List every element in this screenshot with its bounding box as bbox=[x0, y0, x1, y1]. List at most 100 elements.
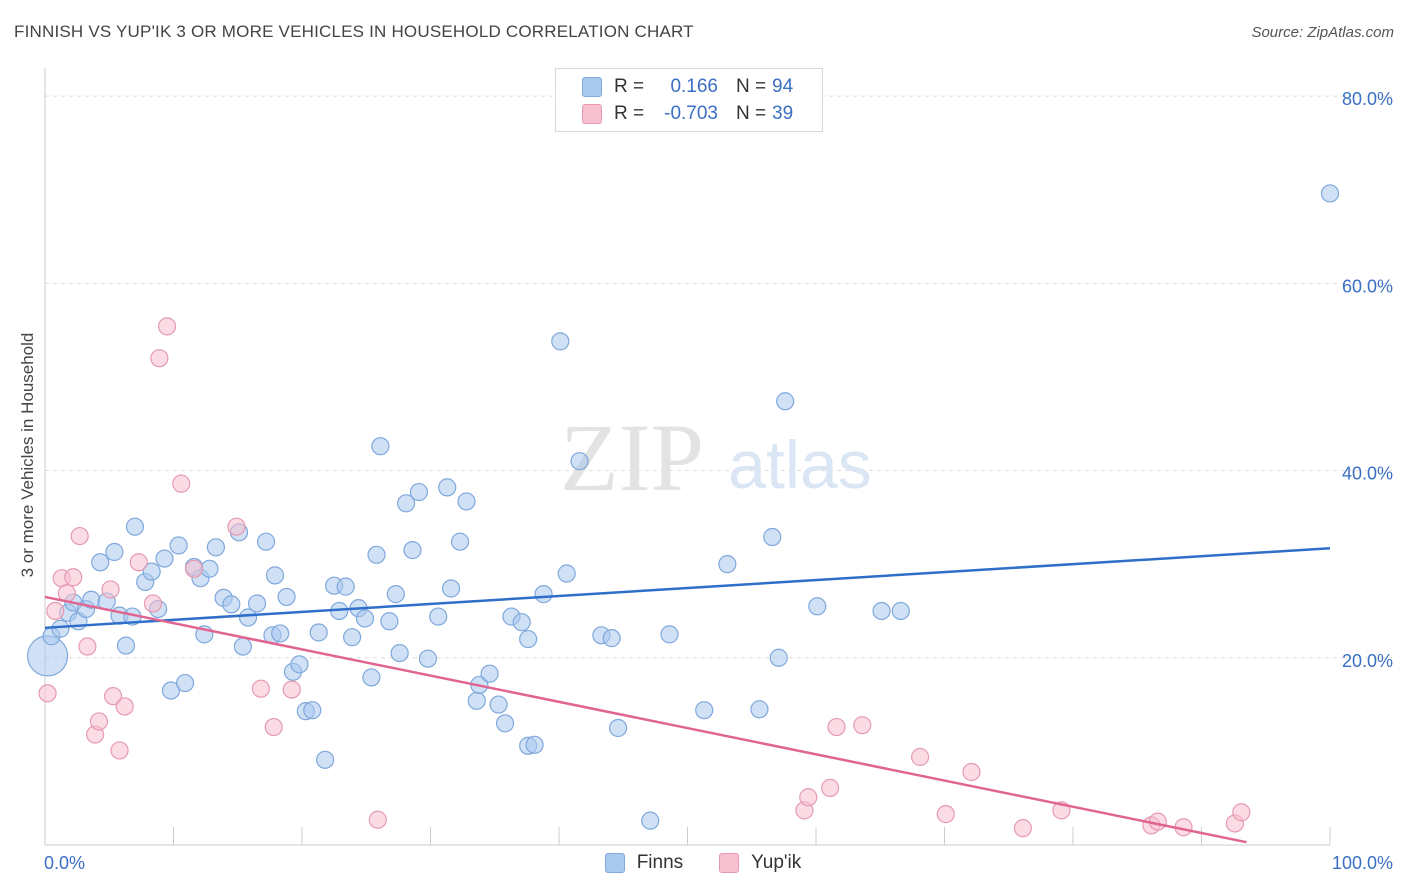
legend-n-value: 39 bbox=[772, 103, 794, 124]
yupik-point bbox=[282, 680, 301, 699]
watermark: ZIP atlas bbox=[560, 404, 872, 511]
yupik-points bbox=[38, 317, 1251, 838]
stats-legend: R = 0.166 N = 94 R = -0.703 N = 39 bbox=[555, 68, 823, 132]
finns-point bbox=[769, 648, 788, 667]
finns-point bbox=[641, 811, 660, 830]
yupik-point bbox=[64, 568, 83, 587]
finns-point bbox=[238, 608, 258, 627]
finns-point bbox=[467, 691, 486, 710]
yupik-point bbox=[1232, 803, 1251, 822]
trend-lines bbox=[44, 546, 1331, 844]
watermark-atlas: atlas bbox=[728, 427, 872, 503]
yupik-point bbox=[129, 553, 148, 572]
source-label: Source: ZipAtlas.com bbox=[1251, 24, 1394, 41]
y-tick-label: 40.0% bbox=[1342, 464, 1393, 484]
legend-r-value: -0.703 bbox=[664, 103, 718, 124]
finns-point bbox=[495, 714, 515, 733]
legend-swatch-finns bbox=[582, 77, 602, 97]
finns-point bbox=[125, 517, 145, 536]
finns-point bbox=[290, 655, 309, 674]
finns-point bbox=[695, 701, 714, 720]
finns-point bbox=[367, 545, 386, 564]
yupik-point bbox=[799, 788, 818, 807]
finns-trend-line bbox=[44, 546, 1331, 630]
x-tick-label: 0.0% bbox=[44, 853, 85, 873]
x-tick-label: 100.0% bbox=[1332, 853, 1393, 873]
legend-r-value: 0.166 bbox=[670, 76, 718, 97]
yupik-trend-line bbox=[44, 595, 1247, 844]
legend-r-label: R = bbox=[614, 76, 645, 97]
yupik-point bbox=[70, 526, 89, 546]
finns-point bbox=[396, 494, 416, 513]
finns-point bbox=[362, 668, 381, 687]
finns-point bbox=[105, 542, 124, 562]
legend-swatch-yupik bbox=[582, 104, 602, 124]
finns-point bbox=[602, 629, 621, 648]
legend-r-label: R = bbox=[614, 103, 645, 124]
finns-point bbox=[1320, 184, 1340, 203]
finns-point bbox=[609, 718, 628, 738]
yupik-point bbox=[157, 317, 177, 336]
tick-labels: 20.0% 40.0% 60.0% 80.0% 0.0% 100.0% bbox=[44, 89, 1393, 873]
finns-point bbox=[480, 664, 499, 683]
finns-point bbox=[450, 532, 470, 551]
finns-point bbox=[265, 566, 285, 585]
finns-point bbox=[403, 541, 422, 560]
finns-point bbox=[808, 597, 827, 616]
finns-point bbox=[206, 538, 226, 557]
yupik-point bbox=[184, 559, 204, 578]
finns-point bbox=[872, 601, 891, 621]
finns-point bbox=[570, 452, 589, 471]
yupik-point bbox=[936, 805, 955, 824]
yupik-point bbox=[251, 679, 270, 698]
y-axis-label: 3 or more Vehicles in Household bbox=[18, 332, 37, 578]
yupik-point bbox=[78, 637, 97, 656]
yupik-point bbox=[368, 810, 387, 829]
finns-point bbox=[891, 601, 910, 621]
yupik-point bbox=[1013, 819, 1032, 838]
finns-point bbox=[51, 619, 70, 638]
finns-point bbox=[438, 478, 457, 497]
yupik-point bbox=[172, 474, 191, 493]
finns-point bbox=[718, 555, 737, 574]
finns-point bbox=[336, 577, 355, 596]
finns-point bbox=[557, 564, 576, 583]
yupik-point bbox=[115, 697, 134, 716]
finns-point bbox=[233, 637, 252, 656]
chart-title: FINNISH VS YUP'IK 3 OR MORE VEHICLES IN … bbox=[14, 22, 694, 41]
finns-point bbox=[457, 492, 476, 511]
yupik-point bbox=[264, 717, 283, 737]
finns-point bbox=[763, 527, 782, 547]
finns-point bbox=[161, 681, 181, 700]
yupik-point bbox=[227, 517, 246, 536]
finns-point bbox=[380, 612, 399, 631]
finns-point bbox=[371, 437, 390, 456]
yupik-point bbox=[110, 741, 129, 760]
legend-item-finns: Finns bbox=[604, 852, 684, 874]
finns-point bbox=[200, 559, 219, 578]
finns-point bbox=[441, 579, 461, 598]
finns-point bbox=[776, 392, 795, 411]
yupik-point bbox=[853, 716, 872, 735]
yupik-point bbox=[89, 712, 109, 731]
finns-point bbox=[256, 532, 276, 551]
finns-point bbox=[660, 625, 679, 644]
yupik-point bbox=[143, 594, 163, 613]
finns-point bbox=[309, 623, 328, 642]
finns-point bbox=[355, 609, 375, 628]
y-tick-label: 80.0% bbox=[1342, 89, 1393, 109]
finns-point bbox=[489, 695, 508, 714]
yupik-point bbox=[46, 601, 65, 621]
yupik-point bbox=[827, 717, 846, 737]
finns-point bbox=[429, 607, 448, 626]
finns-point bbox=[91, 553, 110, 572]
finns-point bbox=[418, 649, 438, 668]
yupik-point bbox=[910, 747, 930, 767]
legend-label-finns: Finns bbox=[636, 852, 684, 873]
finns-point bbox=[519, 629, 538, 649]
finns-point bbox=[303, 701, 322, 720]
finns-point bbox=[247, 594, 267, 613]
finns-point bbox=[409, 482, 429, 502]
legend-n-label: N = bbox=[736, 76, 767, 97]
